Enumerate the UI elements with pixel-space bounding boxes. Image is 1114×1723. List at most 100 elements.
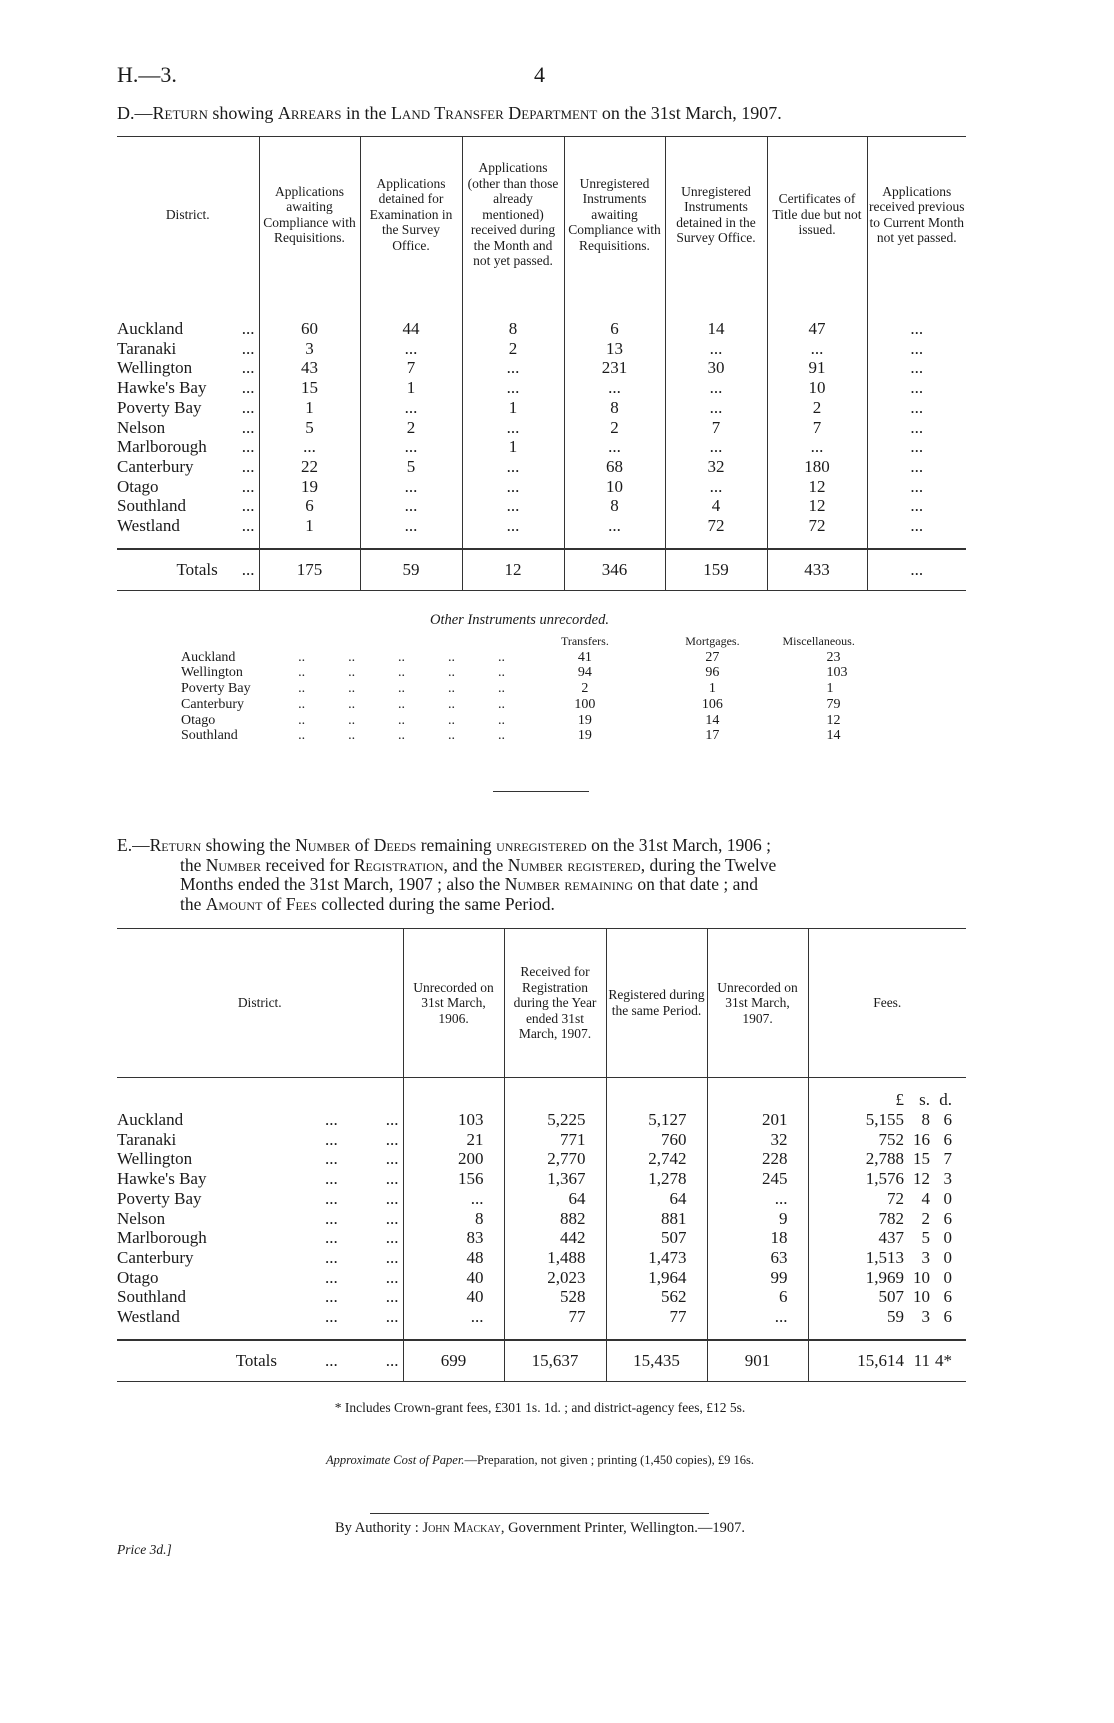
leader-dots: ... [385,1350,399,1370]
table-row: Auckland.......... 41 27 23 [181,650,941,666]
value-cell: 96 [705,665,720,681]
district-name: Nelson [117,417,166,437]
table-row: Canterbury.......... 100 106 79 [181,697,941,713]
value-cell: 1 [461,437,564,457]
totals-label: Totals [235,1350,277,1370]
district-name: Southland [117,1287,186,1307]
value-cell: 14 [705,712,720,728]
table-row: Nelson... 5 2... 2 7 7... [117,417,966,438]
table-e-title: E.—Return showing the Number of Deeds re… [117,835,776,915]
title-fragment: collected during the same Period. [316,894,555,915]
district-name-wrap: Poverty Bay... [117,398,259,418]
district-name: Auckland [181,649,236,665]
value-cell: 47 [766,319,867,339]
value-cell: 14 [826,728,841,744]
value-cell: ... [359,496,462,517]
value-cell: ... [866,476,966,497]
shillings: 16 [913,1129,930,1149]
column-header: Applications detained for Examination in… [359,137,462,292]
value-cell: 2,023 [503,1267,606,1288]
leader-dots: .. [298,696,306,712]
leader-dots: ... [241,476,255,496]
leader-dots: ... [241,358,255,378]
title-fragment: on the 31st March, 1906 ; [586,835,771,855]
other-instruments-title: Other Instruments unrecorded. [430,612,609,628]
value-cell: 180 [766,456,867,477]
value-cell: 7 [766,417,867,438]
district-name: Southland [181,728,238,744]
value-cell: 44 [359,319,462,339]
value-cell: 64 [605,1188,707,1209]
value-cell: 4 [664,496,767,517]
leader-dots: ... [325,1350,338,1370]
title-fragment: on the 31st March, 1907. [597,103,782,123]
title-fragment: remaining [416,835,497,855]
printer-authority: By Authority : John Mackay, Government P… [0,1520,1080,1537]
table-d-title: D.—Return showing Arrears in the Land Tr… [117,103,782,124]
title-fragment: on that date ; and [633,874,758,895]
pence: 4* [935,1350,952,1370]
spacer-cell [563,292,665,319]
value-cell: ... [866,437,966,457]
district-cell: Southland...... [117,1287,403,1307]
total-cell: 346 [563,548,665,591]
value-cell: 1 [359,378,462,398]
value-cell: 43 [258,358,360,379]
fees-cell: 437 5 0 [807,1228,966,1248]
table-row: Canterbury...... 48 1,488 1,473 63 1,513 3 0 [117,1247,966,1268]
fees-wrap: 15,614 11 4* [809,1351,967,1371]
fees-cell: 752 16 6 [807,1129,966,1150]
column-header: Transfers. [560,634,609,648]
district-cell: Otago... [117,477,259,497]
totals-label-cell: Totals...... [117,1340,403,1382]
title-fragment: Number [205,854,262,875]
shillings: 10 [913,1287,930,1307]
leader-dots: .. [298,649,306,665]
column-header: Unregistered Instruments awaiting Compli… [563,137,665,292]
leader-dots: ... [325,1188,338,1208]
value-cell: ... [664,397,767,418]
leader-dots: ... [385,1110,399,1129]
spacer-cell [461,292,564,319]
value-cell: 106 [701,696,723,712]
district-cell: Hawke's Bay...... [117,1169,403,1189]
district-name: Poverty Bay [181,681,251,697]
value-cell: ... [706,1307,808,1327]
title-fragment: Number registered [507,854,641,875]
total-cell: 901 [706,1339,808,1382]
leader-dots: .. [447,728,455,744]
value-cell: 22 [258,456,360,477]
column-header: Applications (other than those already m… [461,137,564,292]
leaders: ...... [325,1268,399,1288]
value-cell: 40 [402,1267,504,1288]
district-cell: Westland...... [117,1307,403,1327]
value-cell: 13 [563,338,665,359]
table-row: Otago.......... 19 14 12 [181,713,941,729]
shillings: 12 [913,1169,930,1189]
district-name-wrap: Taranaki...... [117,1130,403,1150]
fees-wrap: 72 4 0 [809,1189,967,1209]
value-cell: ... [866,338,966,359]
leader-dots: .. [298,665,306,681]
value-cell: 64 [503,1188,606,1209]
district-cell: Auckland...... [117,1110,403,1130]
district-cell: Taranaki...... [117,1130,403,1150]
column-header: District. [165,206,210,222]
district-name-wrap: Hawke's Bay... [117,378,259,398]
leaders: ...... [325,1248,399,1268]
leader-dots: ... [385,1129,399,1149]
value-cell: ... [461,378,564,398]
cost-label: Approximate Cost of Paper. [326,1453,465,1467]
cost-note: Approximate Cost of Paper.—Preparation, … [0,1453,1080,1468]
pence: 6 [943,1208,953,1228]
district-name-wrap: Marlborough...... [117,1228,403,1248]
leaders: ... [242,496,255,516]
value-cell: 771 [503,1129,606,1150]
value-cell: 10 [766,378,867,398]
shillings: 2 [921,1208,931,1228]
leaders: ...... [325,1228,399,1248]
table-row: Southland... 6...... 8 4 12... [117,496,966,517]
value-cell: 19 [577,728,592,744]
column-header: Miscellaneous. [782,634,855,648]
district-name: Otago [117,476,159,496]
